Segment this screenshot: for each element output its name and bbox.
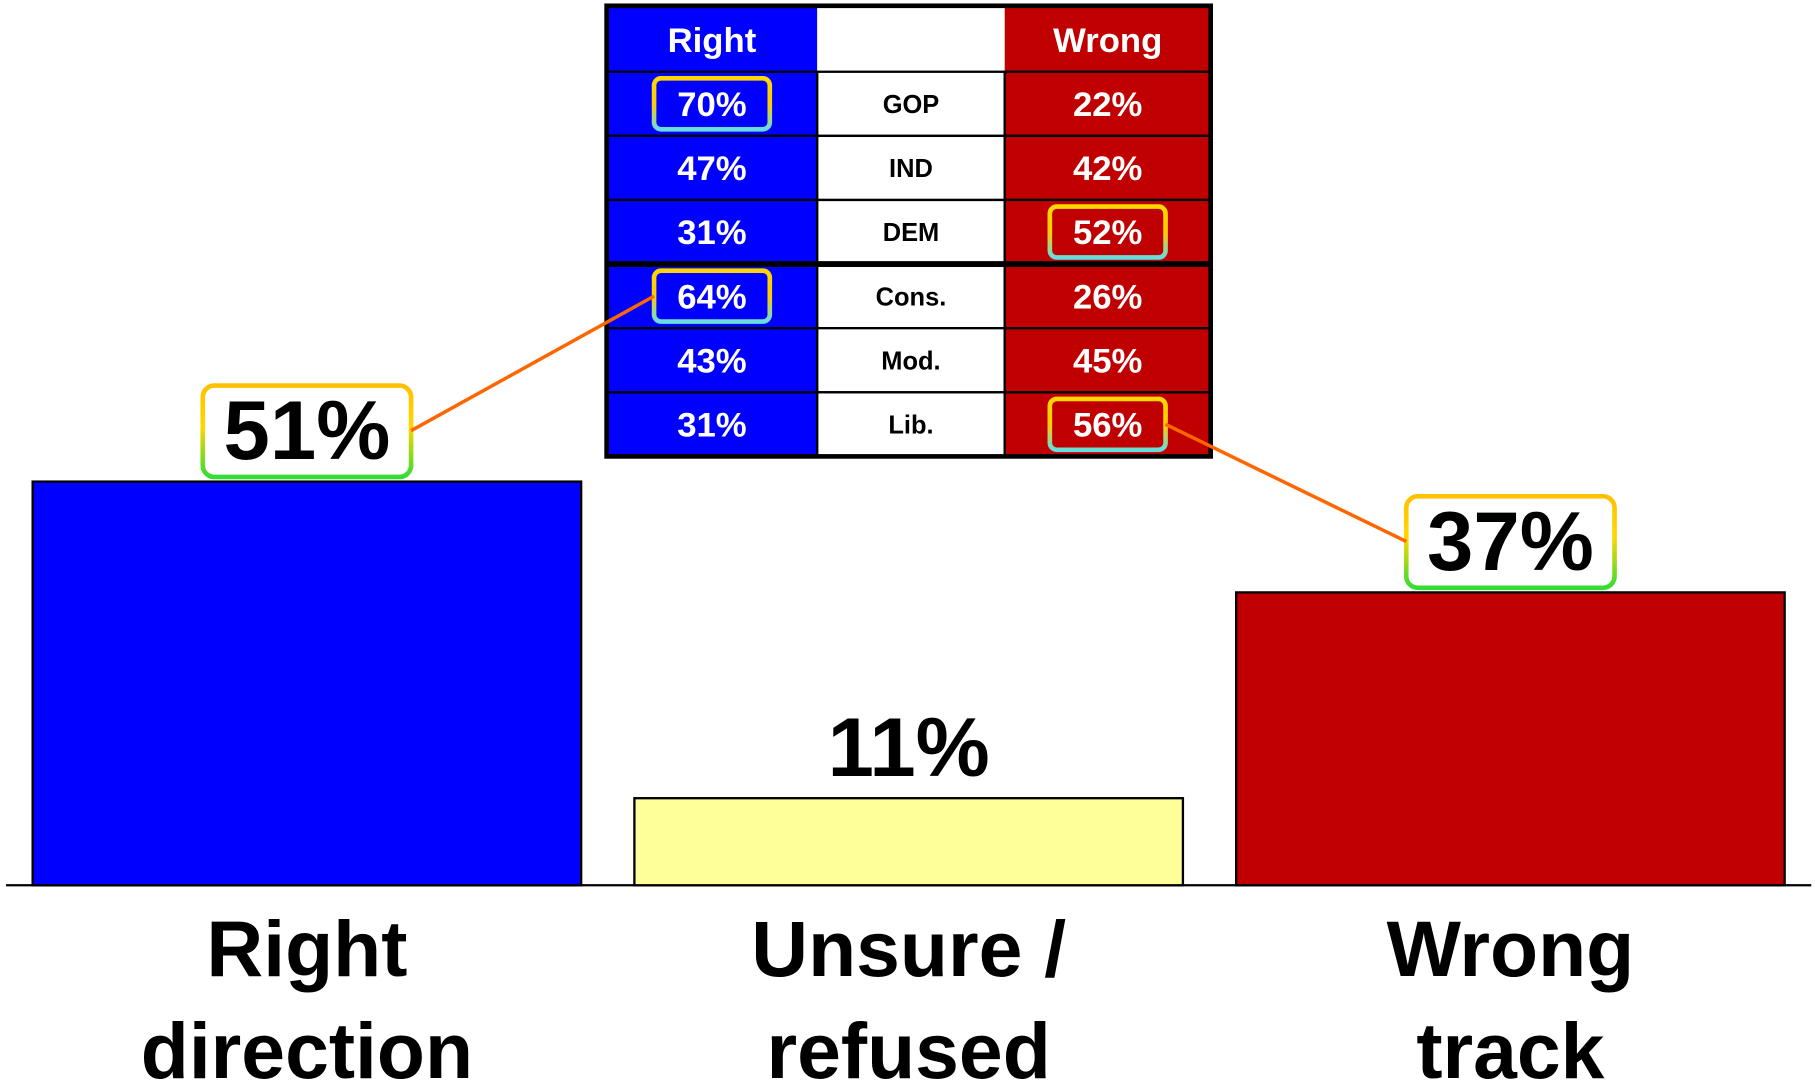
cell-value: 52% (1073, 214, 1142, 252)
cell-wrong (1003, 327, 1212, 394)
table-border (604, 3, 1214, 459)
cell-value: 56% (1073, 407, 1142, 445)
cell-value: 26% (1073, 278, 1142, 316)
header-text: Wrong (1053, 22, 1162, 60)
header-blank (817, 5, 1005, 72)
value-label: 11% (828, 701, 990, 794)
cell-group (816, 198, 1006, 266)
cell-group-label: IND (889, 155, 933, 183)
category-label: Wrong (1387, 905, 1635, 993)
cell-group-label: DEM (883, 219, 940, 247)
connector (410, 294, 655, 433)
category-label: track (1416, 1007, 1604, 1082)
cell-highlight (651, 76, 773, 132)
label-box (1403, 494, 1617, 591)
cell-right (605, 391, 819, 458)
header-wrong (1004, 5, 1211, 72)
cell-wrong (1003, 134, 1212, 202)
cell-group (816, 262, 1006, 330)
cell-wrong (1003, 70, 1212, 138)
category-label: refused (767, 1007, 1051, 1082)
cell-value: 45% (1073, 342, 1142, 380)
cell-value: 31% (677, 407, 746, 445)
cell-group-label: Cons. (876, 283, 947, 311)
header-right (606, 5, 818, 72)
category-label: direction (141, 1007, 473, 1082)
cell-group-label: Lib. (888, 412, 933, 440)
bar (633, 797, 1185, 887)
cell-value: 31% (677, 214, 746, 252)
cell-value: 70% (677, 86, 746, 124)
cell-value: 42% (1073, 150, 1142, 188)
category-label: Unsure / (751, 905, 1066, 993)
cell-value: 22% (1073, 86, 1142, 124)
cell-wrong (1003, 198, 1212, 266)
cell-group (816, 134, 1006, 202)
cell-value: 47% (677, 150, 746, 188)
value-label: 51% (224, 384, 391, 477)
cell-group-label: Mod. (881, 347, 940, 375)
cell-wrong (1003, 262, 1212, 330)
header-text: Right (668, 22, 757, 60)
bar (1234, 591, 1786, 887)
value-label: 37% (1427, 495, 1594, 588)
cell-group-label: GOP (883, 91, 940, 119)
cell-highlight (1047, 204, 1168, 260)
bar (31, 480, 583, 887)
connector (1164, 422, 1408, 544)
category-label: Right (206, 905, 407, 993)
cell-value: 43% (677, 342, 746, 380)
cell-group (816, 391, 1006, 458)
cell-highlight (651, 268, 773, 324)
label-box (200, 383, 414, 480)
cell-value: 64% (677, 278, 746, 316)
